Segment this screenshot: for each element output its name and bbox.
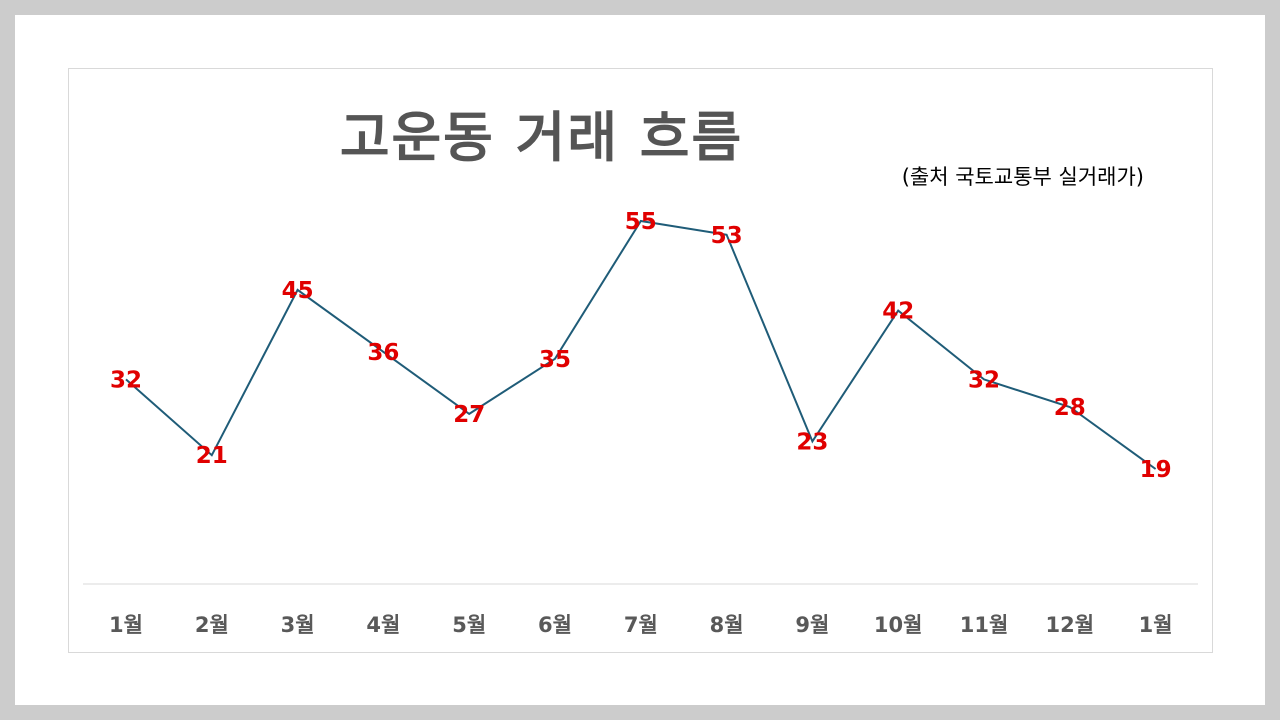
data-label: 55 xyxy=(625,209,657,235)
x-tick-label: 1월 xyxy=(109,613,143,637)
data-label: 28 xyxy=(1054,395,1086,421)
data-label: 32 xyxy=(968,367,1000,393)
data-label: 27 xyxy=(453,402,485,428)
chart-area: 고운동 거래 흐름 (출처 국토교통부 실거래가) 32 21 45 36 27 35 55… xyxy=(68,68,1213,653)
x-tick-label: 10월 xyxy=(874,613,923,637)
chart-title: 고운동 거래 흐름 xyxy=(339,106,744,169)
chart-subtitle: (출처 국토교통부 실거래가) xyxy=(901,165,1144,189)
slide: 고운동 거래 흐름 (출처 국토교통부 실거래가) 32 21 45 36 27 35 55… xyxy=(15,15,1265,705)
x-tick-label: 2월 xyxy=(195,613,229,637)
data-label: 23 xyxy=(796,429,828,455)
series-line xyxy=(125,219,1157,470)
data-label: 35 xyxy=(539,347,571,373)
data-label: 45 xyxy=(282,278,314,304)
x-tick-label: 7월 xyxy=(624,613,658,637)
x-tick-label: 12월 xyxy=(1046,613,1095,637)
x-tick-label: 9월 xyxy=(795,613,829,637)
x-tick-label: 6월 xyxy=(538,613,572,637)
data-label: 21 xyxy=(196,443,228,469)
data-label: 32 xyxy=(110,367,142,393)
x-tick-label: 11월 xyxy=(960,613,1009,637)
plot-area: 32 21 45 36 27 35 55 53 23 42 32 28 19 1월 2월 3월 4월 5월 6월 7월… xyxy=(83,209,1198,637)
x-tick-label: 3월 xyxy=(281,613,315,637)
x-tick-label: 5월 xyxy=(452,613,486,637)
data-label: 36 xyxy=(367,340,399,366)
data-label: 42 xyxy=(882,299,914,325)
data-label: 53 xyxy=(711,223,743,249)
x-tick-label: 8월 xyxy=(710,613,744,637)
data-label: 19 xyxy=(1140,457,1172,483)
x-tick-label: 1월 xyxy=(1139,613,1173,637)
x-tick-label: 4월 xyxy=(366,613,400,637)
